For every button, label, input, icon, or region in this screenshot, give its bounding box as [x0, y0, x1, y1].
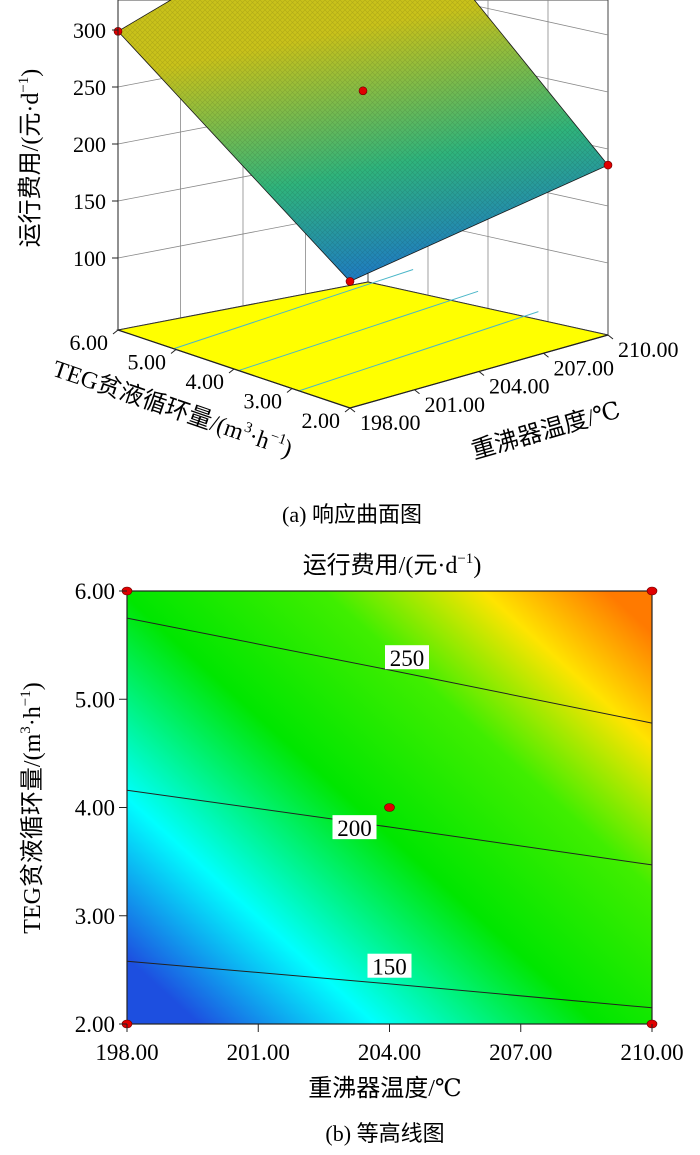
y-axis-label-mid: ·h: [20, 706, 46, 726]
contour-title-sup: −1: [457, 551, 473, 567]
contour-label: 250: [390, 646, 425, 671]
x-tick-mark-3d: [543, 352, 549, 358]
x-tick-label: 201.00: [227, 1040, 290, 1065]
floor-contour: [238, 290, 479, 372]
z-axis-label-close: ): [18, 69, 44, 77]
y-tick-mark-3d: [112, 329, 119, 335]
y-axis-label-close: ): [20, 682, 46, 690]
contour-label-bg: [332, 815, 377, 840]
x-tick-label: 207.00: [489, 1040, 552, 1065]
z-axis-label-sup: −1: [16, 77, 32, 93]
y-tick-label-3d: 4.00: [186, 369, 225, 394]
y-tick-label: 2.00: [75, 1012, 115, 1037]
x-tick-mark-3d: [349, 407, 356, 413]
design-points-3d: [113, 26, 613, 286]
contour-label-bg: [385, 645, 429, 670]
design-point: [384, 803, 395, 812]
y-tick-label-3d: 5.00: [128, 350, 167, 375]
x-tick-mark-3d: [607, 334, 614, 340]
y-tick-label: 5.00: [75, 687, 115, 712]
floor-contour: [298, 311, 539, 392]
y-tick-label-3d: 6.00: [70, 330, 109, 355]
y-tick-mark-3d: [286, 388, 293, 393]
response-surface-chart: 100 150 200 250 300 2.00 3.00 4.00 5.00 6.00 198…: [16, 0, 679, 527]
x-tick-label: 198.00: [95, 1040, 158, 1065]
contour-label: 200: [337, 816, 372, 841]
x-tick-label-3d: 207.00: [554, 355, 615, 380]
y-axis-label-sup1: 3: [18, 726, 34, 734]
design-point-3d: [358, 86, 368, 96]
x-tick-label-3d: 210.00: [618, 337, 679, 362]
z-tick-label: 150: [73, 189, 106, 214]
z-tick-label: 200: [73, 132, 106, 157]
y-axis-label: TEG贫液循环量/(m3·h−1): [18, 682, 46, 933]
y-axis-label-3d-sup2: −1: [268, 428, 288, 448]
y-tick-label: 3.00: [75, 904, 115, 929]
design-point-3d: [603, 160, 613, 170]
x-axis-ticks: 198.00 201.00 204.00 207.00 210.00: [95, 1024, 684, 1065]
x-tick-label-3d: 204.00: [489, 374, 550, 399]
y-tick-mark-3d: [170, 349, 177, 354]
y-tick-label-3d: 3.00: [244, 389, 283, 414]
floor-contour: [173, 269, 414, 350]
z-tick-label: 300: [73, 18, 106, 43]
x-tick-label-3d: 201.00: [425, 392, 486, 417]
y-tick-mark-3d: [344, 407, 351, 413]
y-tick-label: 4.00: [75, 796, 115, 821]
contour-line: [126, 789, 653, 866]
contour-line: [126, 960, 653, 1009]
x-tick-label: 204.00: [358, 1040, 421, 1065]
contour-title-main: 运行费用/(元·d: [303, 552, 458, 579]
design-point: [646, 586, 658, 596]
y-axis-label-sup2: −1: [18, 690, 34, 706]
y-axis-label-main: TEG贫液循环量/(m: [19, 733, 46, 933]
y-tick-label-3d: 2.00: [302, 408, 341, 433]
x-tick-label-3d: 198.00: [360, 410, 421, 435]
contour-label-bg: [367, 953, 412, 978]
z-tick-label: 100: [73, 246, 106, 271]
caption-b: (b) 等高线图: [325, 1121, 444, 1146]
y-axis-ticks-3d: 2.00 3.00 4.00 5.00 6.00: [70, 329, 351, 433]
x-tick-mark-3d: [478, 371, 485, 376]
z-axis-label-main: 运行费用/(元·d: [17, 93, 44, 248]
contour-lines: 150 200 250: [126, 617, 653, 1009]
contour-title-close: ): [473, 553, 481, 579]
design-point-3d: [345, 277, 355, 286]
surface-mesh: [118, 0, 608, 282]
z-tick-label: 250: [73, 75, 106, 100]
contour-label: 150: [372, 955, 407, 980]
y-tick-label: 6.00: [75, 579, 115, 604]
contour-title: 运行费用/(元·d−1): [303, 551, 482, 579]
floor-contours: [173, 269, 539, 392]
x-tick-mark-3d: [414, 389, 420, 395]
z-axis-ticks: 100 150 200 250 300: [73, 0, 119, 330]
x-axis-label: 重沸器温度/℃: [308, 1075, 462, 1102]
x-axis-label-3d: 重沸器温度/℃: [468, 397, 623, 465]
x-tick-label: 210.00: [620, 1040, 683, 1065]
caption-a: (a) 响应曲面图: [282, 502, 422, 527]
y-tick-mark-3d: [228, 368, 235, 374]
z-axis-label: 运行费用/(元·d−1): [16, 69, 44, 248]
y-axis-ticks: 2.00 3.00 4.00 5.00 6.00: [75, 579, 127, 1037]
contour-line: [126, 617, 653, 724]
